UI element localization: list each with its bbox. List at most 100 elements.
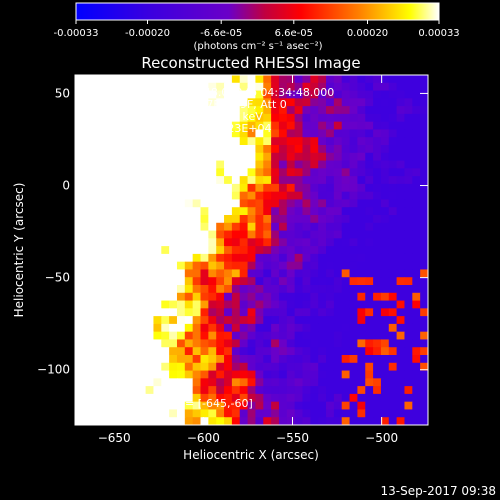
heatmap-cell (357, 183, 366, 193)
heatmap-cell (263, 160, 272, 169)
heatmap-cell (176, 191, 186, 201)
heatmap-cell (318, 183, 327, 193)
heatmap-cell (263, 386, 272, 395)
heatmap-cell (341, 238, 351, 247)
heatmap-cell (122, 292, 131, 302)
heatmap-cell (412, 176, 421, 185)
heatmap-cell (278, 222, 288, 232)
heatmap-cell (263, 370, 272, 379)
heatmap-cell (365, 160, 374, 169)
heatmap-cell (357, 168, 366, 177)
heatmap-cell (239, 386, 249, 395)
heatmap-cell (176, 215, 186, 224)
heatmap-cell (333, 152, 343, 162)
heatmap-cell (153, 331, 162, 341)
heatmap-cell (420, 331, 428, 341)
heatmap-cell (161, 378, 170, 387)
heatmap-cell (286, 261, 296, 271)
heatmap-cell (278, 75, 288, 84)
heatmap-cell (161, 308, 170, 317)
heatmap-cell (231, 409, 241, 418)
heatmap-cell (255, 137, 264, 146)
heatmap-cell (208, 339, 217, 348)
heatmap-cell (294, 355, 304, 364)
heatmap-cell (341, 176, 351, 185)
heatmap-cell (404, 176, 413, 185)
heatmap-cell (302, 152, 311, 162)
heatmap-cell (208, 370, 217, 379)
heatmap-cell (216, 347, 225, 356)
heatmap-cell (310, 75, 319, 84)
heatmap-cell (239, 362, 249, 372)
heatmap-cell (153, 129, 162, 138)
heatmap-cell (137, 417, 147, 425)
heatmap-cell (341, 370, 351, 379)
heatmap-cell (169, 300, 178, 309)
heatmap-cell (278, 401, 288, 411)
heatmap-cell (420, 137, 428, 146)
heatmap-cell (216, 378, 225, 387)
heatmap-cell (326, 191, 335, 201)
heatmap-cell (216, 145, 225, 154)
heatmap-cell (239, 238, 249, 247)
heatmap-cell (380, 370, 390, 379)
heatmap-cell (420, 285, 428, 294)
heatmap-cell (98, 121, 107, 131)
heatmap-cell (208, 355, 217, 364)
heatmap-cell (404, 355, 413, 364)
heatmap-cell (349, 230, 358, 239)
heatmap-cell (129, 261, 139, 271)
heatmap-cell (380, 160, 390, 169)
heatmap-cell (192, 401, 202, 411)
heatmap-cell (420, 409, 428, 418)
heatmap-cell (247, 300, 257, 309)
heatmap-cell (75, 339, 84, 348)
heatmap-cell (169, 323, 178, 333)
heatmap-cell (208, 331, 217, 341)
heatmap-cell (216, 355, 225, 364)
heatmap-cell (208, 207, 217, 216)
heatmap-cell (169, 121, 178, 131)
heatmap-cell (114, 160, 123, 169)
heatmap-cell (420, 106, 428, 115)
heatmap-cell (208, 253, 217, 263)
heatmap-cell (145, 113, 155, 123)
heatmap-cell (286, 160, 296, 169)
heatmap-cell (145, 409, 155, 418)
x-axis-label: Heliocentric X (arcsec) (183, 448, 319, 462)
heatmap-cell (294, 285, 304, 294)
heatmap-cell (349, 191, 358, 201)
heatmap-cell (318, 199, 327, 208)
heatmap-cell (98, 246, 107, 255)
heatmap-cell (137, 199, 147, 208)
heatmap-cell (380, 316, 390, 325)
heatmap-cell (373, 246, 382, 255)
heatmap-cell (380, 323, 390, 333)
heatmap-cell (184, 207, 194, 216)
heatmap-cell (326, 129, 335, 138)
heatmap-cell (161, 168, 170, 177)
heatmap-cell (176, 292, 186, 302)
heatmap-cell (365, 401, 374, 411)
heatmap-cell (145, 253, 155, 263)
colorbar-tick-label: -0.00033 (54, 28, 99, 39)
heatmap-cell (247, 323, 257, 333)
heatmap-cell (388, 82, 398, 92)
heatmap-cell (365, 106, 374, 115)
heatmap-cell (357, 417, 366, 425)
heatmap-cell (333, 222, 343, 232)
heatmap-cell (129, 308, 139, 317)
heatmap-cell (263, 98, 272, 107)
heatmap-cell (255, 82, 264, 92)
heatmap-cell (98, 113, 107, 123)
heatmap-cell (302, 230, 311, 239)
heatmap-cell (396, 292, 406, 302)
heatmap-cell (129, 199, 139, 208)
heatmap-cell (278, 113, 288, 123)
heatmap-cell (145, 98, 155, 107)
heatmap-cell (184, 238, 194, 247)
heatmap-cell (318, 393, 327, 403)
heatmap-cell (231, 129, 241, 138)
heatmap-cell (169, 160, 178, 169)
heatmap-cell (333, 378, 343, 387)
